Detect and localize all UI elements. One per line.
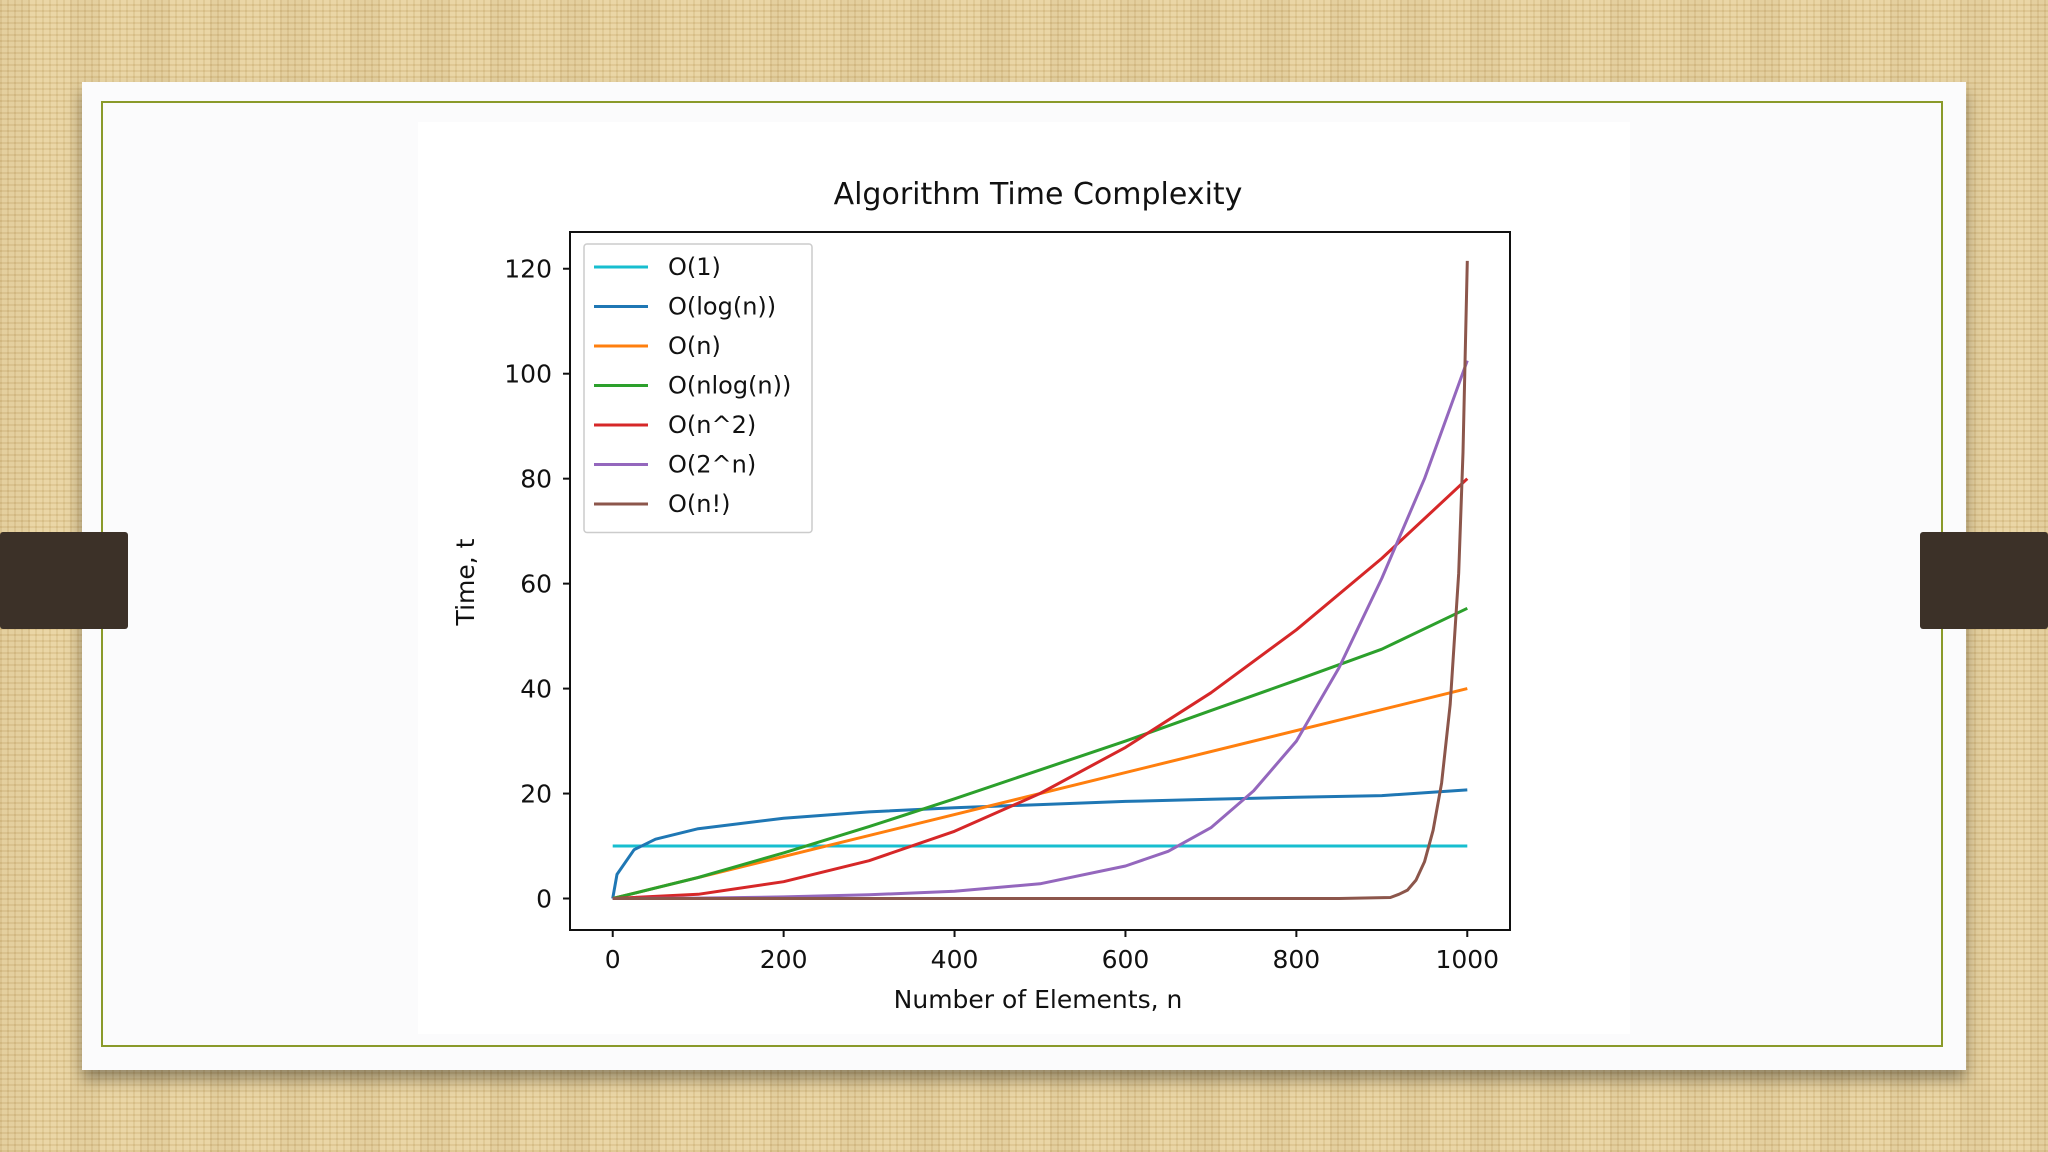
x-tick-label: 600: [1102, 945, 1150, 974]
y-tick-label: 120: [504, 255, 552, 284]
chart-title: Algorithm Time Complexity: [834, 177, 1243, 212]
x-tick-label: 0: [605, 945, 621, 974]
legend-label-0: O(1): [668, 253, 721, 281]
legend: O(1) O(log(n)) O(n) O(nlog(n)) O(n^2) O(2^n) O…: [583, 243, 813, 534]
legend-label-6: O(n!): [668, 490, 730, 518]
legend-label-5: O(2^n): [668, 451, 756, 479]
series-line-3: [612, 606, 1468, 900]
legend-box: [583, 243, 813, 534]
right-decorative-tab: [1920, 532, 2048, 629]
chart-card: Algorithm Time Complexity 0 200 400 600 800 1…: [418, 122, 1630, 1034]
left-decorative-tab: [0, 532, 128, 629]
series-line-1: [611, 788, 1468, 899]
x-axis-label: Number of Elements, n: [894, 985, 1183, 1014]
y-tick-label: 40: [520, 675, 552, 704]
y-tick-label: 80: [520, 465, 552, 494]
plot-frame: [569, 231, 1511, 931]
x-tick-label: 400: [931, 945, 979, 974]
legend-label-3: O(nlog(n)): [668, 372, 791, 400]
y-tick-label: 0: [536, 885, 552, 914]
legend-label-1: O(log(n)): [668, 293, 776, 321]
y-tick-label: 60: [520, 570, 552, 599]
x-tick-label: 1000: [1435, 945, 1499, 974]
y-tick-label: 20: [520, 780, 552, 809]
complexity-line-chart: Algorithm Time Complexity 0 200 400 600 800 1…: [451, 177, 1511, 1014]
y-axis-label: Time, t: [451, 538, 480, 626]
legend-label-4: O(n^2): [668, 411, 756, 439]
plot-area: 0 200 400 600 800 1000 0 20 40 60 80 100 120: [504, 231, 1511, 974]
legend-label-2: O(n): [668, 332, 721, 360]
series-line-6: [612, 260, 1469, 900]
series-line-4: [612, 477, 1469, 900]
series-line-5: [612, 360, 1469, 900]
x-tick-label: 200: [760, 945, 808, 974]
x-tick-label: 800: [1273, 945, 1321, 974]
y-tick-label: 100: [504, 360, 552, 389]
